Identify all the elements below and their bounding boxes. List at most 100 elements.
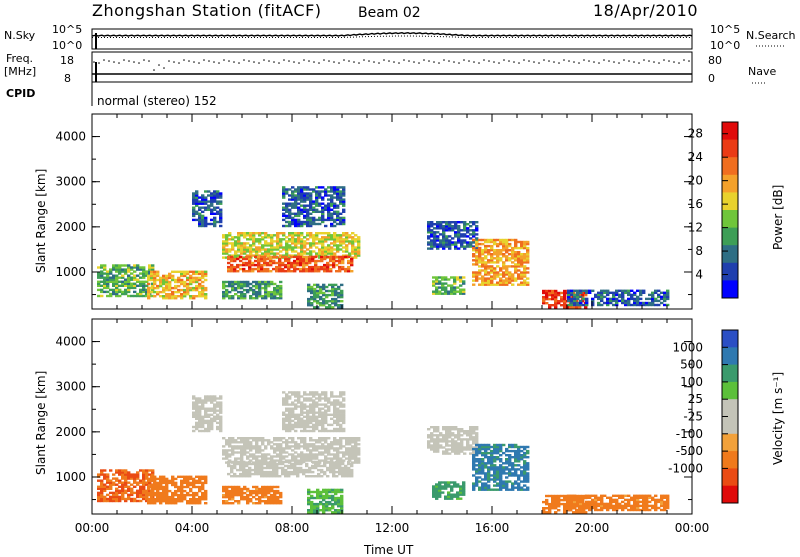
heatmap-cell	[318, 186, 321, 188]
heatmap-cell	[272, 469, 275, 471]
heatmap-cell	[314, 264, 317, 266]
heatmap-cell	[567, 290, 570, 292]
nave-point	[218, 62, 220, 64]
heatmap-cell	[487, 452, 490, 454]
heatmap-cell	[633, 302, 636, 304]
heatmap-cell	[490, 474, 493, 476]
heatmap-cell	[118, 469, 121, 471]
heatmap-cell	[249, 445, 252, 447]
heatmap-cell	[115, 268, 118, 270]
heatmap-cell	[651, 302, 654, 304]
heatmap-cell	[337, 306, 340, 308]
heatmap-cell	[333, 428, 336, 430]
heatmap-cell	[354, 234, 357, 236]
heatmap-cell	[523, 253, 526, 255]
heatmap-cell	[339, 401, 342, 403]
heatmap-cell	[318, 414, 321, 416]
heatmap-cell	[432, 291, 435, 293]
heatmap-cell	[487, 460, 490, 462]
nave-point	[428, 60, 430, 62]
heatmap-cell	[270, 457, 273, 459]
heatmap-cell	[338, 258, 341, 260]
heatmap-cell	[514, 239, 517, 241]
heatmap-cell	[305, 264, 308, 266]
heatmap-cell	[248, 467, 251, 469]
heatmap-cell	[447, 284, 450, 286]
heatmap-cell	[276, 232, 279, 234]
heatmap-cell	[342, 221, 345, 223]
heatmap-cell	[165, 490, 168, 492]
heatmap-cell	[192, 287, 195, 289]
heatmap-cell	[118, 486, 121, 488]
heatmap-cell	[337, 499, 340, 501]
heatmap-cell	[240, 498, 243, 500]
heatmap-cell	[462, 282, 465, 284]
heatmap-cell	[261, 246, 264, 248]
heatmap-cell	[255, 451, 258, 453]
heatmap-cell	[249, 287, 252, 289]
heatmap-cell	[453, 494, 456, 496]
heatmap-cell	[240, 246, 243, 248]
heatmap-cell	[198, 271, 201, 273]
heatmap-cell	[472, 454, 475, 456]
heatmap-cell	[505, 269, 508, 271]
heatmap-cell	[505, 243, 508, 245]
heatmap-cell	[294, 426, 297, 428]
heatmap-cell	[306, 238, 309, 240]
heatmap-cell	[198, 291, 201, 293]
heatmap-cell	[490, 282, 493, 284]
heatmap-cell	[139, 492, 142, 494]
heatmap-cell	[121, 486, 124, 488]
heatmap-cell	[297, 186, 300, 188]
heatmap-cell	[201, 196, 204, 198]
heatmap-cell	[219, 420, 222, 422]
heatmap-cell	[654, 290, 657, 292]
heatmap-cell	[192, 401, 195, 403]
heatmap-cell	[198, 490, 201, 492]
heatmap-cell	[481, 478, 484, 480]
heatmap-cell	[103, 498, 106, 500]
heatmap-cell	[239, 461, 242, 463]
heatmap-cell	[103, 287, 106, 289]
heatmap-cell	[324, 439, 327, 441]
heatmap-cell	[472, 279, 475, 281]
heatmap-cell	[321, 215, 324, 217]
nave-point	[208, 60, 210, 62]
heatmap-cell	[273, 246, 276, 248]
heatmap-cell	[297, 209, 300, 211]
heatmap-cell	[542, 290, 545, 292]
heatmap-cell	[472, 249, 475, 251]
heatmap-cell	[294, 215, 297, 217]
heatmap-cell	[136, 281, 139, 283]
heatmap-cell	[499, 454, 502, 456]
heatmap-cell	[442, 450, 445, 452]
heatmap-cell	[225, 240, 228, 242]
heatmap-cell	[321, 437, 324, 439]
heatmap-cell	[354, 439, 357, 441]
heatmap-cell	[309, 393, 312, 395]
heatmap-cell	[315, 203, 318, 205]
heatmap-cell	[334, 509, 337, 511]
heatmap-cell	[192, 196, 195, 198]
heatmap-cell	[447, 491, 450, 493]
heatmap-cell	[159, 291, 162, 293]
heatmap-cell	[475, 261, 478, 263]
heatmap-cell	[526, 261, 529, 263]
heatmap-cell	[329, 268, 332, 270]
heatmap-cell	[133, 492, 136, 494]
heatmap-cell	[332, 258, 335, 260]
heatmap-cell	[337, 497, 340, 499]
heatmap-cell	[109, 277, 112, 279]
heatmap-cell	[294, 234, 297, 236]
heatmap-cell	[153, 476, 156, 478]
heatmap-cell	[339, 420, 342, 422]
heatmap-cell	[300, 439, 303, 441]
heatmap-cell	[450, 494, 453, 496]
heatmap-cell	[451, 221, 454, 223]
heatmap-cell	[300, 408, 303, 410]
heatmap-cell	[112, 268, 115, 270]
heatmap-cell	[192, 484, 195, 486]
heatmap-cell	[237, 281, 240, 283]
heatmap-cell	[285, 424, 288, 426]
heatmap-cell	[347, 266, 350, 268]
